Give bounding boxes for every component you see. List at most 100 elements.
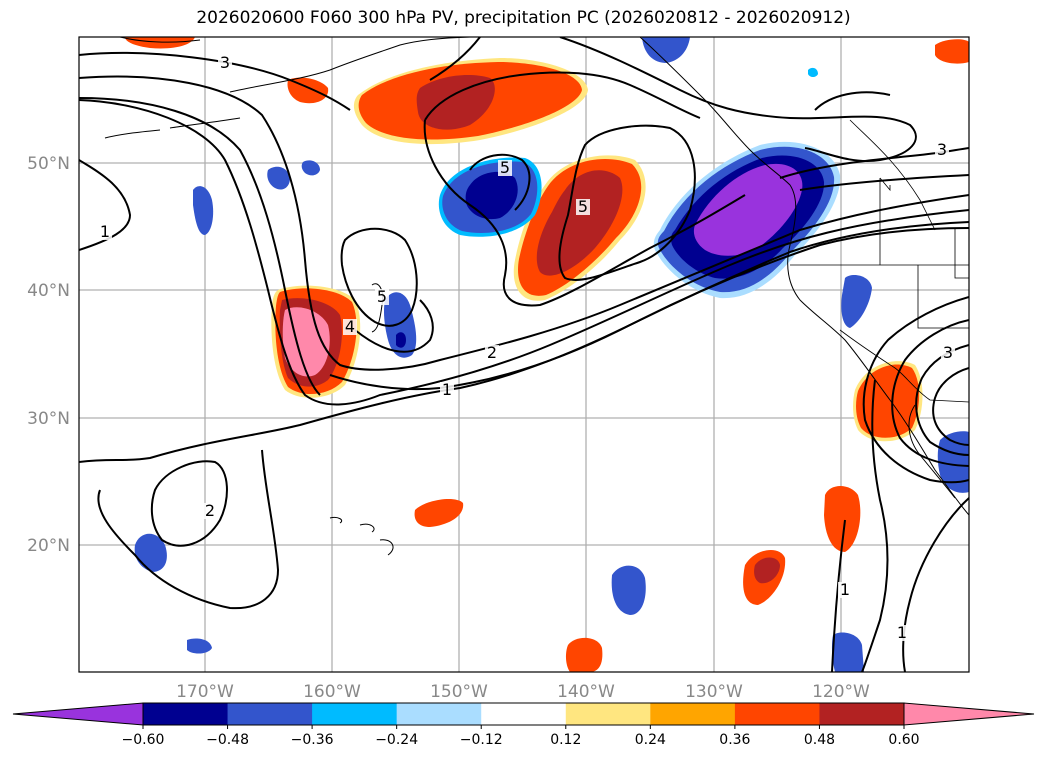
negative-anomaly-region <box>384 292 417 358</box>
latitude-label: 40°N <box>27 281 70 301</box>
colorbar-tick-label: 0.48 <box>804 732 835 748</box>
colorbar-tick-label: −0.48 <box>206 732 249 748</box>
contour-label-background <box>98 224 112 240</box>
longitude-labels: 170°W 160°W 150°W 140°W 130°W 120°W <box>176 682 870 702</box>
contour-label-background <box>343 319 357 335</box>
negative-anomaly-region <box>301 160 320 176</box>
contour-label: 3 <box>943 343 953 362</box>
colorbar-segment <box>143 703 229 725</box>
contour-label-background <box>203 503 217 519</box>
pv-contour-line <box>814 91 891 111</box>
contour-label-background <box>485 345 499 361</box>
colorbar-tick-label: 0.60 <box>888 732 919 748</box>
positive-anomaly-region <box>414 499 464 527</box>
pv-contour-line <box>79 97 321 396</box>
positive-anomaly-region <box>125 37 195 49</box>
colorbar-segment <box>650 703 736 725</box>
colorbar-tick-label: 0.36 <box>719 732 750 748</box>
pv-contour-line <box>150 460 228 547</box>
contour-label: 5 <box>500 158 510 177</box>
pv-contour-line <box>97 449 280 610</box>
negative-anomaly-region <box>693 163 803 256</box>
positive-anomaly-region <box>824 486 861 552</box>
contour-label: 3 <box>937 140 947 159</box>
contour-label: 5 <box>377 287 387 306</box>
latitude-label: 50°N <box>27 154 70 174</box>
colorbar-tick-label: −0.12 <box>460 732 503 748</box>
pv-contour-line <box>469 153 531 211</box>
longitude-label: 140°W <box>557 682 615 702</box>
pv-contour-line <box>354 299 434 353</box>
precipitation-shading <box>125 37 969 672</box>
contour-label: 1 <box>897 623 907 642</box>
pv-contour-line <box>429 37 481 81</box>
colorbar-extension-low <box>12 702 144 726</box>
contour-label: 2 <box>487 343 497 362</box>
pv-contour-line <box>831 519 846 672</box>
pv-contour-line <box>79 227 969 463</box>
negative-anomaly-region <box>808 67 818 77</box>
colorbar-tick-label: −0.36 <box>291 732 334 748</box>
negative-anomaly-region <box>465 171 518 220</box>
negative-anomaly-region <box>193 186 214 235</box>
contour-label-background <box>375 289 389 305</box>
contour-label-background <box>498 160 512 176</box>
contour-label: 3 <box>220 53 230 72</box>
pv-contour-line <box>423 119 746 307</box>
negative-anomaly-region <box>831 632 864 672</box>
pv-contour-line <box>340 227 418 327</box>
pv-contour-line <box>558 124 696 281</box>
contour-label-background <box>838 582 852 598</box>
pv-contour-line <box>79 159 132 251</box>
pv-contour-line <box>861 379 889 672</box>
pv-contour-line <box>891 319 969 467</box>
colorbar-segment <box>819 703 905 725</box>
contour-label: 1 <box>100 222 110 241</box>
pv-contour-line <box>862 296 969 484</box>
contour-label-background <box>440 382 454 398</box>
negative-anomaly-region <box>396 332 406 348</box>
colorbar-tick-label: −0.60 <box>122 732 165 748</box>
pv-contour-line <box>902 497 969 672</box>
colorbar-segment <box>396 703 482 725</box>
longitude-label: 120°W <box>812 682 870 702</box>
longitude-label: 150°W <box>430 682 488 702</box>
pv-contour-line <box>79 51 351 111</box>
latitude-label: 30°N <box>27 409 70 429</box>
map-title: 2026020600 F060 300 hPa PV, precipitatio… <box>196 8 851 28</box>
contour-label-background <box>218 55 232 71</box>
colorbar-tick-labels: −0.60 −0.48 −0.36 −0.24 −0.12 0.12 0.24 0.36 0.4… <box>122 725 920 748</box>
colorbar-segment <box>734 703 820 725</box>
contour-label-background <box>895 625 909 641</box>
pv-contour-line <box>779 147 969 179</box>
contour-labels: 3 3 3 1 1 1 1 2 2 4 5 5 5 <box>98 53 955 642</box>
colorbar-tick-label: 0.12 <box>550 732 581 748</box>
positive-anomaly-region <box>282 307 330 377</box>
contour-label: 4 <box>345 317 355 336</box>
latitude-label: 20°N <box>27 536 70 556</box>
longitude-label: 160°W <box>303 682 361 702</box>
map-frame <box>78 36 970 673</box>
colorbar-segment <box>312 703 398 725</box>
positive-anomaly-region <box>935 39 969 64</box>
negative-anomaly-region <box>187 638 212 654</box>
colorbar-segment <box>481 703 567 725</box>
positive-anomaly-region <box>536 170 623 276</box>
positive-anomaly-region <box>754 557 780 584</box>
pv-contour-line <box>79 75 969 371</box>
negative-anomaly-region <box>937 431 969 493</box>
contour-label-background <box>941 345 955 361</box>
longitude-label: 130°W <box>685 682 743 702</box>
negative-anomaly-region <box>267 166 290 190</box>
colorbar-tick-label: −0.24 <box>375 732 418 748</box>
pv-contour-line <box>424 71 701 121</box>
contour-label-background <box>576 199 590 215</box>
pv-contour-line <box>932 367 969 446</box>
colorbar <box>12 702 1035 726</box>
pv-contours <box>79 37 969 672</box>
colorbar-border <box>142 702 905 726</box>
colorbar-tick-label: 0.24 <box>635 732 666 748</box>
contour-label: 1 <box>840 580 850 599</box>
contour-label: 5 <box>578 197 588 216</box>
